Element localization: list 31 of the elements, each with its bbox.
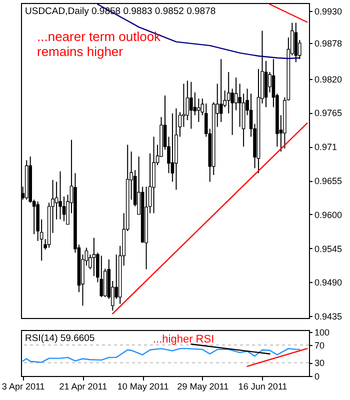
annotation: ...higher RSI (153, 334, 214, 346)
candlestick (226, 72, 230, 114)
annotation: ...nearer term outlook remains higher (37, 29, 162, 59)
y-tick-label: 100 (314, 327, 330, 338)
y-tick-label: 0.9765 (314, 108, 342, 118)
candlestick (100, 255, 104, 298)
y-tick-label: 0.9435 (314, 312, 342, 322)
candlestick (190, 81, 193, 130)
x-tick-label: 10 May 2011 (117, 382, 169, 392)
y-tick-label: 0.9545 (314, 244, 342, 254)
y-tick-label: 30 (314, 358, 325, 368)
y-tick-label: 0.971 (314, 142, 338, 152)
y-tick-label: 0.9655 (314, 176, 342, 186)
y-tick-label: 0.9600 (314, 210, 342, 220)
candlestick (92, 237, 96, 277)
candlestick (197, 98, 200, 122)
y-tick-label: 0.9490 (314, 278, 342, 288)
candlestick (58, 170, 62, 220)
x-tick-label: 16 Jun 2011 (238, 382, 288, 392)
x-tick-label: 29 May 2011 (177, 382, 229, 392)
y-tick-label: 0.9930 (314, 6, 342, 17)
y-tick-label: 0.9878 (314, 38, 342, 49)
y-tick-label: 0.9820 (314, 74, 342, 84)
y-tick-label: 0 (314, 372, 320, 382)
x-tick-label: 21 Apr 2011 (59, 382, 108, 392)
x-tick-label: 3 Apr 2011 (2, 382, 45, 392)
line-series (22, 348, 300, 363)
y-tick-label: 70 (314, 340, 325, 351)
candlestick (219, 58, 223, 122)
chart-title: RSI(14) 59.6605 (25, 333, 95, 344)
candlestick (294, 22, 298, 63)
